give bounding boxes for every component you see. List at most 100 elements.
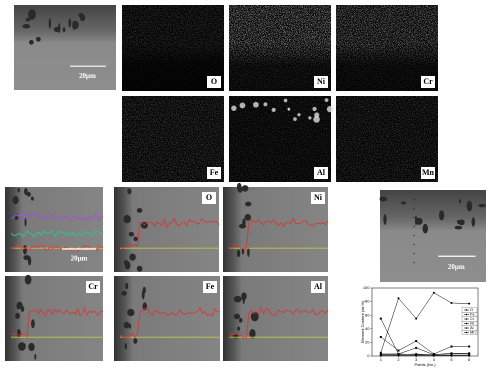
legend-marker: [465, 309, 468, 311]
map-spot: [312, 106, 317, 112]
point-marker: +: [413, 242, 416, 247]
pore: [17, 342, 26, 351]
y-tick-label: 80: [365, 299, 370, 304]
legend-marker: [465, 313, 468, 316]
element-label: Mn: [422, 168, 435, 177]
label-box: [314, 167, 328, 179]
pore: [35, 36, 41, 42]
pore: [22, 23, 31, 29]
pore: [478, 203, 486, 208]
line-series: [380, 336, 470, 355]
x-tick-label: 4: [433, 357, 436, 362]
legend-label: Ni: [470, 321, 474, 326]
element-label: O: [211, 77, 217, 86]
map-spot: [253, 101, 259, 108]
scan-profile: [10, 230, 104, 238]
line-scan-image: [114, 276, 220, 361]
pore: [400, 201, 407, 205]
pore: [79, 14, 86, 22]
scan-profile: [228, 306, 329, 339]
marker: [450, 345, 453, 348]
pore: [415, 217, 423, 225]
pore: [127, 188, 132, 195]
legend-marker: [465, 327, 468, 329]
pore: [28, 9, 36, 20]
pore: [127, 308, 135, 317]
legend-marker: [465, 322, 468, 325]
pore: [24, 217, 27, 227]
pore: [12, 196, 19, 205]
label-box: [421, 167, 435, 179]
pore: [28, 342, 35, 352]
label-box: [202, 192, 216, 204]
label-box: [207, 76, 221, 88]
element-label: Al: [314, 282, 323, 291]
element-label: Ni: [314, 193, 323, 202]
legend-marker: [465, 331, 468, 334]
y-axis-label: Element Content (wt.%): [360, 300, 365, 343]
pore: [123, 214, 131, 224]
pore: [30, 196, 34, 201]
pore: [133, 236, 138, 242]
pore: [438, 210, 445, 221]
marker: [468, 352, 471, 355]
pore: [136, 265, 143, 272]
line-scan-image: [223, 187, 328, 272]
map-spot: [283, 98, 288, 103]
pore: [249, 329, 256, 339]
element-label: Cr: [88, 282, 98, 291]
pore: [233, 295, 242, 303]
pore: [53, 26, 60, 32]
element-label: O: [206, 193, 212, 202]
element-label: Fe: [206, 282, 215, 291]
pore: [241, 248, 245, 255]
scan-profile: [10, 244, 104, 252]
marker: [432, 354, 435, 357]
map-spot: [287, 108, 291, 111]
marker: [468, 302, 471, 305]
pore: [136, 208, 143, 213]
x-tick-label: 2: [397, 357, 400, 362]
scan-profile: [119, 306, 221, 338]
pore: [62, 27, 66, 33]
marker: [450, 352, 453, 355]
scale-label: 20μm: [448, 263, 465, 271]
point-marker: +: [413, 233, 416, 238]
label-box: [311, 192, 325, 204]
legend-label: O: [470, 307, 473, 312]
label-box: [314, 76, 328, 88]
label-box: [203, 281, 217, 293]
pore: [25, 17, 31, 22]
pore: [31, 319, 35, 329]
x-tick-label: 6: [468, 357, 471, 362]
element-label: Al: [317, 168, 326, 177]
y-tick-label: 100: [363, 285, 370, 290]
x-axis-label: Points (No.): [414, 362, 436, 367]
pore: [243, 292, 247, 300]
pore: [16, 303, 21, 310]
marker: [379, 354, 382, 357]
map-spot: [313, 116, 320, 123]
pore: [72, 20, 79, 30]
plot-area: [371, 287, 479, 357]
pore: [242, 218, 246, 227]
line-scan-image: [5, 187, 103, 272]
pore: [24, 274, 32, 285]
marker: [415, 340, 418, 343]
map-spot: [271, 107, 276, 113]
marker: [432, 291, 435, 294]
scan-profile: [228, 216, 329, 250]
pore: [124, 342, 128, 350]
map-spot: [231, 105, 237, 111]
pore: [48, 18, 52, 29]
marker: [450, 301, 453, 304]
pore: [29, 39, 34, 45]
map-spot: [263, 102, 268, 107]
pore: [250, 311, 259, 322]
y-tick-label: 0: [367, 353, 370, 358]
scan-profile: [10, 213, 104, 221]
marker: [415, 346, 418, 349]
marker: [450, 354, 453, 357]
pore: [471, 217, 476, 227]
